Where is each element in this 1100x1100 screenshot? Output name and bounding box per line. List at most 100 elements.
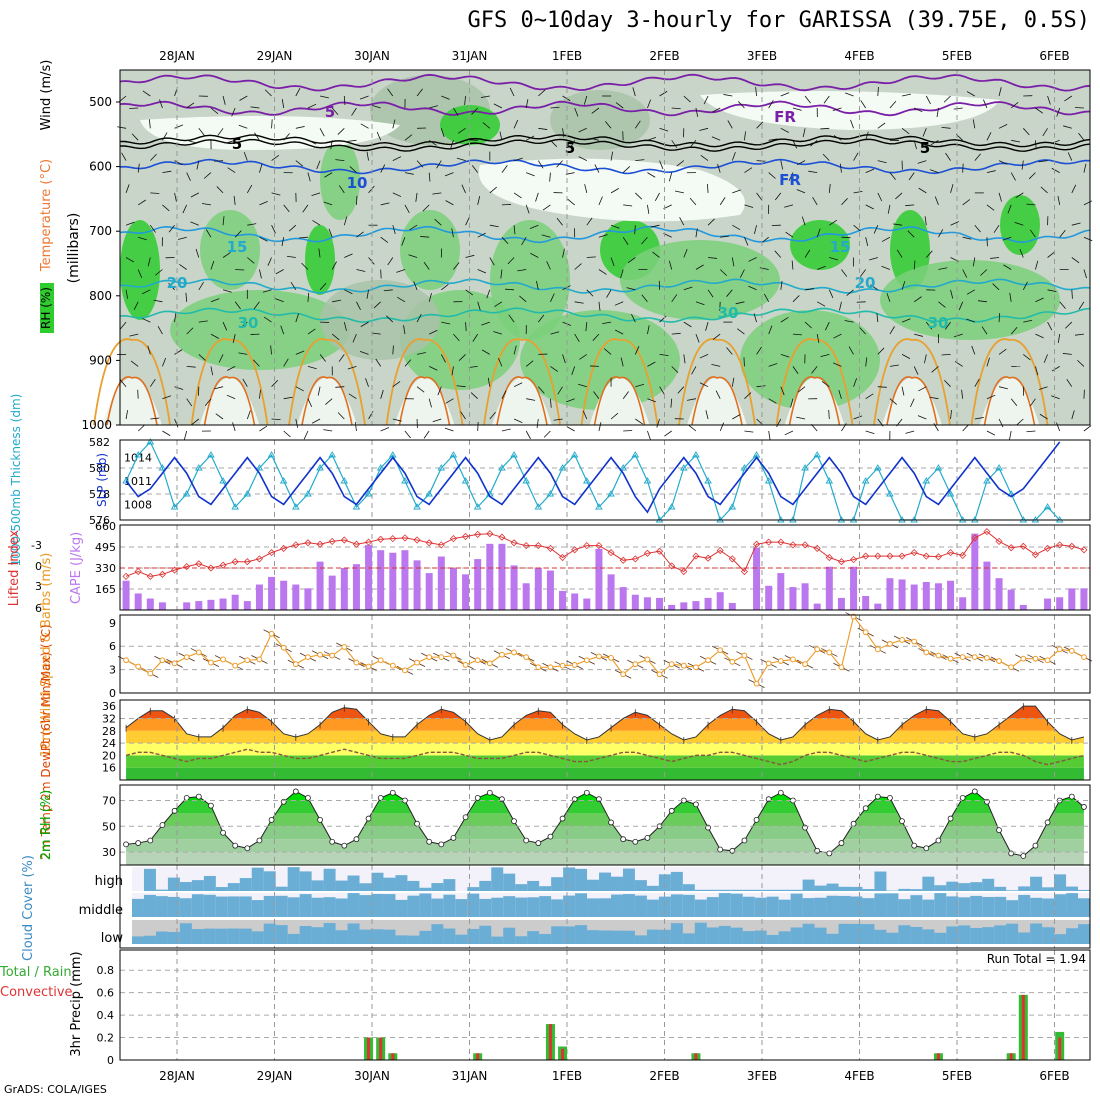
wind-barb [259,236,268,242]
wind-barb [201,203,212,206]
cloud-cell [455,899,468,917]
wind-barb [950,410,952,420]
precip-convective-bar [1058,1037,1062,1060]
cloud-cell [1078,867,1091,891]
cloud-cell [1006,890,1019,891]
wind-barb [844,320,854,323]
thickness-point [692,451,700,458]
lifted-index-point [158,570,167,578]
wind-barb [238,352,248,355]
wind-barb [281,99,285,109]
wind-barb [901,93,911,97]
wind-tick-label: 0 [109,687,116,700]
wind-barb [804,95,811,104]
lifted-index-point [886,552,894,560]
wind-barb [482,122,491,129]
wind-barb [753,225,757,235]
thickness-point [352,503,361,510]
wind-barb [263,316,272,323]
wind-barb [562,128,565,138]
cloud-cell [730,889,744,891]
cloud-cell [323,923,337,944]
wind-barb [924,216,927,226]
cape-bar [268,576,276,610]
wind-barb [839,301,842,311]
wind-barb [453,262,460,270]
precip-tick-label: 0.2 [97,1032,115,1045]
cloud-cell [874,893,887,917]
wind-barb [465,289,474,296]
rh-legend-swatch [40,283,54,333]
lifted-index-point [1080,546,1088,554]
cloud-cell [179,882,193,891]
wind-speed-point [280,644,287,651]
wind-barb [501,390,507,399]
cloud-cell [383,877,396,891]
wind-barb [776,418,782,428]
wind-speed-point [499,651,505,658]
lifted-index-point [946,549,955,557]
wind-barb [162,430,171,436]
wind-barb [234,301,241,310]
cloud-cell [790,889,804,891]
wind-barb [186,327,194,335]
wind-barb [659,315,667,323]
wind-barb [233,195,236,205]
wind-barb [501,428,511,432]
wind-barb [1083,236,1093,242]
lifted-index-point [546,544,555,552]
wind-barb [876,313,879,323]
wind-barb [198,320,208,323]
wind-barb [264,89,272,97]
cloud-cell [634,935,648,944]
wind-barb [1019,249,1024,258]
wind-speed-point [426,654,433,661]
wind-barb [889,326,895,335]
wind-barb [392,225,396,234]
wind-barb [354,422,357,432]
thickness-point [558,464,567,471]
wind-barb [808,170,818,173]
cloud-cell [958,925,971,944]
wind-barb [259,201,268,206]
precip-tick-label: 0.8 [97,964,115,977]
cape-bar [510,565,518,610]
thickness-point [364,490,373,497]
cloud-cell [994,867,1007,891]
cloud-cell [850,923,863,944]
wind-barb [1029,398,1036,407]
wind-barb [695,264,704,270]
wind-barb [186,102,195,109]
isotherm-purple [119,73,1091,92]
wind-barb [913,140,917,150]
wind-barb [918,187,927,194]
slp-line [125,441,1061,514]
cloud-cell [275,925,289,944]
date-tick-bottom: 29JAN [257,1069,293,1083]
wind-barb [349,166,357,173]
lifted-index-point [534,542,542,550]
wind-barb [1021,160,1024,170]
wind-barb [614,301,624,306]
wind-barb [877,160,887,164]
wind-barb [1035,333,1044,339]
wind-speed-point [305,654,311,661]
wind-barb [574,333,580,343]
rh-point [1081,804,1087,810]
wind-barb [822,153,830,161]
wind-barb [457,127,466,134]
isotherm-10 [119,225,1091,244]
isotherm-5 [119,158,1091,175]
wind-speed-point [377,657,384,664]
thickness-point [376,464,385,471]
wind-barb [275,269,284,275]
wind-barb [732,414,741,420]
lifted-index-point [934,553,943,561]
wind-barb [487,377,491,387]
cloud-cell [1054,874,1067,891]
rh-shading [320,280,440,360]
wind-barb [501,165,508,173]
thickness-point [170,503,179,510]
temp-band [126,767,1084,780]
